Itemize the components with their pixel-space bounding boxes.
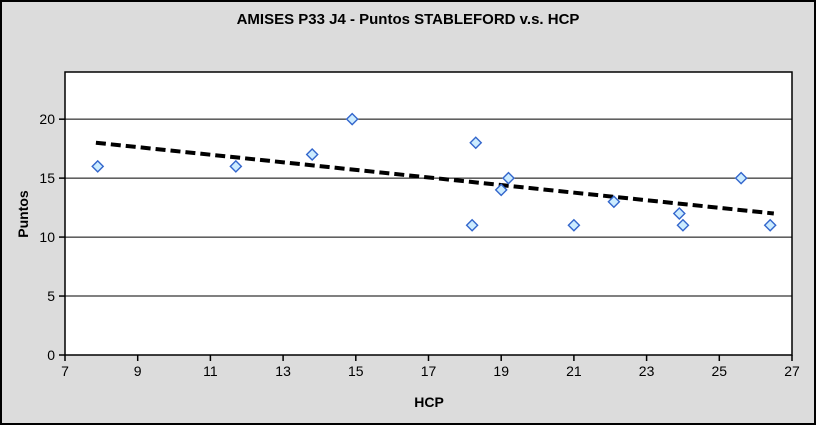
x-tick-label: 19 (493, 363, 509, 379)
data-point (469, 136, 483, 150)
data-point (607, 195, 621, 209)
x-tick-label: 13 (275, 363, 291, 379)
y-tick-label: 20 (39, 111, 55, 127)
x-tick-label: 23 (639, 363, 655, 379)
y-tick-label: 10 (39, 229, 55, 245)
data-point (763, 218, 777, 232)
x-tick-label: 7 (61, 363, 69, 379)
data-point (465, 218, 479, 232)
y-tick-label: 15 (39, 170, 55, 186)
x-axis-title: HCP (414, 394, 444, 410)
y-axis-title: Puntos (15, 190, 31, 238)
chart-title: AMISES P33 J4 - Puntos STABLEFORD v.s. H… (236, 11, 580, 28)
x-tick-label: 21 (566, 363, 582, 379)
data-point (734, 171, 748, 185)
data-point (672, 207, 686, 220)
x-tick-label: 25 (712, 363, 728, 379)
y-tick-label: 5 (47, 288, 55, 304)
x-tick-label: 15 (348, 363, 364, 379)
data-point (229, 159, 243, 173)
data-point (345, 112, 359, 126)
data-point (501, 171, 515, 185)
data-point (91, 159, 105, 173)
data-point (305, 148, 319, 162)
y-tick-label: 0 (47, 347, 55, 363)
x-tick-label: 17 (421, 363, 437, 379)
data-point (494, 183, 508, 197)
data-point (676, 218, 690, 232)
plot-border (64, 71, 793, 356)
trendline (95, 140, 775, 216)
x-tick-label: 9 (134, 363, 142, 379)
x-tick-label: 11 (203, 363, 218, 379)
data-point (567, 218, 581, 232)
x-tick-label: 27 (784, 363, 800, 379)
